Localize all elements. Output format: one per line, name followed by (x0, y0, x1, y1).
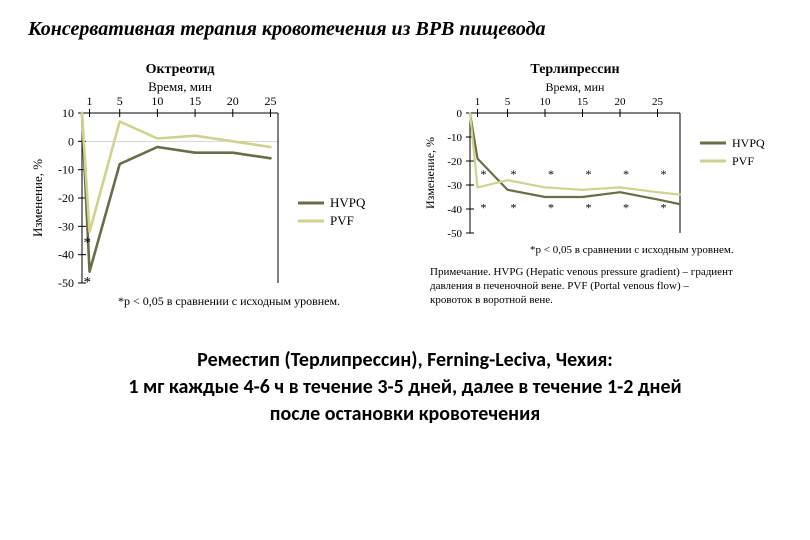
svg-text:*: * (511, 200, 517, 214)
svg-text:*: * (84, 235, 92, 251)
svg-text:Терлипрессин: Терлипрессин (530, 62, 619, 77)
chart-svg-2: ТерлипрессинВремя, минИзменение, %151015… (420, 53, 790, 313)
svg-text:HVPQ: HVPQ (732, 136, 765, 150)
svg-text:HVPQ: HVPQ (330, 195, 366, 210)
svg-text:Время, мин: Время, мин (148, 79, 212, 94)
svg-text:*: * (623, 167, 629, 181)
svg-text:-40: -40 (447, 204, 462, 216)
svg-text:20: 20 (227, 94, 239, 108)
svg-text:давления в печеночной вене. PV: давления в печеночной вене. PVF (Portal … (430, 280, 689, 292)
svg-text:15: 15 (577, 96, 589, 108)
chart-octreotide: ОктреотидВремя, минИзменение, %151015202… (28, 53, 408, 313)
svg-text:0: 0 (457, 108, 463, 120)
svg-text:*: * (548, 200, 554, 214)
svg-text:*: * (84, 275, 92, 291)
page: Консервативная терапия кровотечения из В… (0, 0, 810, 540)
svg-text:10: 10 (151, 94, 163, 108)
svg-text:*: * (623, 200, 629, 214)
svg-text:-50: -50 (58, 276, 74, 290)
chart-terlipressin: ТерлипрессинВремя, минИзменение, %151015… (420, 53, 790, 313)
svg-text:Время, мин: Время, мин (546, 80, 605, 94)
svg-text:*p < 0,05 в сравнении с исходн: *p < 0,05 в сравнении с исходным уровнем… (118, 294, 340, 308)
svg-text:5: 5 (505, 96, 511, 108)
svg-text:10: 10 (62, 106, 74, 120)
svg-text:*: * (586, 167, 592, 181)
svg-text:Примечание. HVPG (Hepatic veno: Примечание. HVPG (Hepatic venous pressur… (430, 266, 733, 278)
svg-text:*: * (481, 167, 487, 181)
svg-text:1: 1 (87, 94, 93, 108)
svg-text:Изменение, %: Изменение, % (423, 137, 437, 209)
svg-text:-20: -20 (447, 156, 462, 168)
svg-text:-20: -20 (58, 191, 74, 205)
svg-text:*: * (661, 167, 667, 181)
svg-text:-30: -30 (447, 180, 462, 192)
svg-text:-10: -10 (58, 163, 74, 177)
svg-text:15: 15 (189, 94, 201, 108)
svg-text:25: 25 (652, 96, 664, 108)
svg-text:*: * (548, 167, 554, 181)
svg-text:-30: -30 (58, 219, 74, 233)
svg-text:20: 20 (615, 96, 627, 108)
svg-text:0: 0 (68, 134, 74, 148)
charts-row: ОктреотидВремя, минИзменение, %151015202… (28, 53, 782, 313)
chart-svg-1: ОктреотидВремя, минИзменение, %151015202… (28, 53, 408, 313)
svg-text:5: 5 (117, 94, 123, 108)
caption-line-2: 1 мг каждые 4-6 ч в течение 3-5 дней, да… (28, 374, 782, 401)
svg-text:*p < 0,05 в сравнении с исходн: *p < 0,05 в сравнении с исходным уровнем… (530, 244, 734, 256)
svg-text:1: 1 (475, 96, 481, 108)
svg-text:*: * (661, 200, 667, 214)
caption-line-3: после остановки кровотечения (28, 401, 782, 428)
svg-text:*: * (481, 200, 487, 214)
svg-text:25: 25 (264, 94, 276, 108)
svg-text:-40: -40 (58, 248, 74, 262)
svg-text:Изменение, %: Изменение, % (30, 159, 45, 237)
svg-text:*: * (586, 200, 592, 214)
svg-text:-10: -10 (447, 132, 462, 144)
svg-text:10: 10 (540, 96, 552, 108)
caption-line-1: Реместип (Терлипрессин), Ferning-Leciva,… (28, 347, 782, 374)
svg-text:PVF: PVF (330, 213, 354, 228)
svg-text:*: * (511, 167, 517, 181)
svg-text:кровоток в воротной вене.: кровоток в воротной вене. (430, 294, 553, 306)
caption: Реместип (Терлипрессин), Ferning-Leciva,… (28, 347, 782, 428)
svg-text:-50: -50 (447, 228, 462, 240)
svg-text:PVF: PVF (732, 154, 754, 168)
page-title: Консервативная терапия кровотечения из В… (28, 18, 782, 41)
svg-text:Октреотид: Октреотид (146, 62, 215, 77)
